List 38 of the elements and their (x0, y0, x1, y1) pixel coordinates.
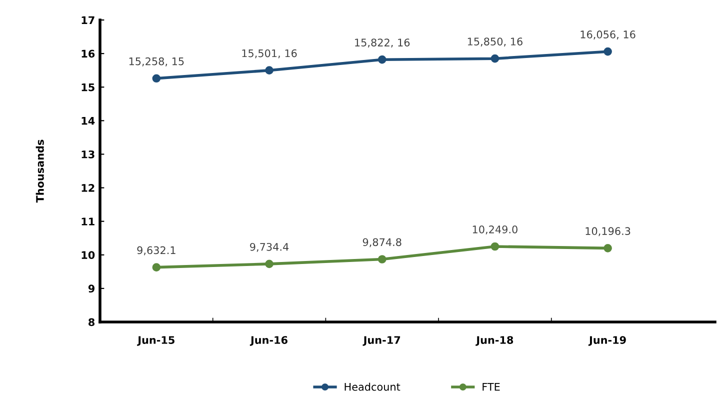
annotation: 9,734.4 (250, 242, 289, 252)
point (152, 263, 161, 272)
legend-label: Headcount (344, 382, 400, 391)
y-tick-label: 8 (88, 318, 94, 326)
point (490, 54, 500, 63)
point (378, 255, 386, 264)
y-tick-label: 17 (82, 16, 94, 24)
annotation: 10,196.3 (586, 227, 630, 236)
point (604, 47, 612, 56)
x-tick-label: Jun-18 (476, 336, 514, 346)
y-tick-label: 11 (82, 218, 94, 226)
x-tick-label: Jun-16 (250, 336, 288, 346)
point (378, 55, 386, 64)
y-tick-label: 13 (82, 150, 94, 158)
y-tick-label: 12 (82, 184, 94, 192)
y-axis-title: Thousands (36, 140, 44, 203)
y-tick-label: 14 (82, 117, 95, 125)
x-tick-label: Jun-17 (362, 336, 400, 346)
annotation: 15,822, 16 (355, 38, 410, 48)
y-tick-label: 10 (82, 251, 95, 259)
annotation: 15,501, 16 (242, 49, 297, 58)
legend-label: FTE (482, 383, 500, 391)
point (265, 260, 274, 268)
x-tick-label: Jun-19 (588, 336, 626, 346)
y-tick-label: 9 (88, 284, 94, 293)
annotation: 15,258, 15 (129, 57, 184, 66)
annotation: 9,632.1 (137, 246, 176, 256)
annotation: 10,249.0 (472, 225, 518, 234)
annotation: 9,874.8 (362, 238, 402, 248)
x-tick-label: Jun-15 (137, 336, 174, 346)
y-tick-label: 16 (82, 50, 95, 58)
point (490, 242, 500, 251)
y-tick-label: 15 (82, 83, 94, 92)
annotation: 16,056, 16 (580, 30, 636, 40)
point (152, 74, 161, 83)
point (265, 66, 274, 74)
point (604, 244, 612, 252)
annotation: 15,850, 16 (468, 38, 522, 47)
